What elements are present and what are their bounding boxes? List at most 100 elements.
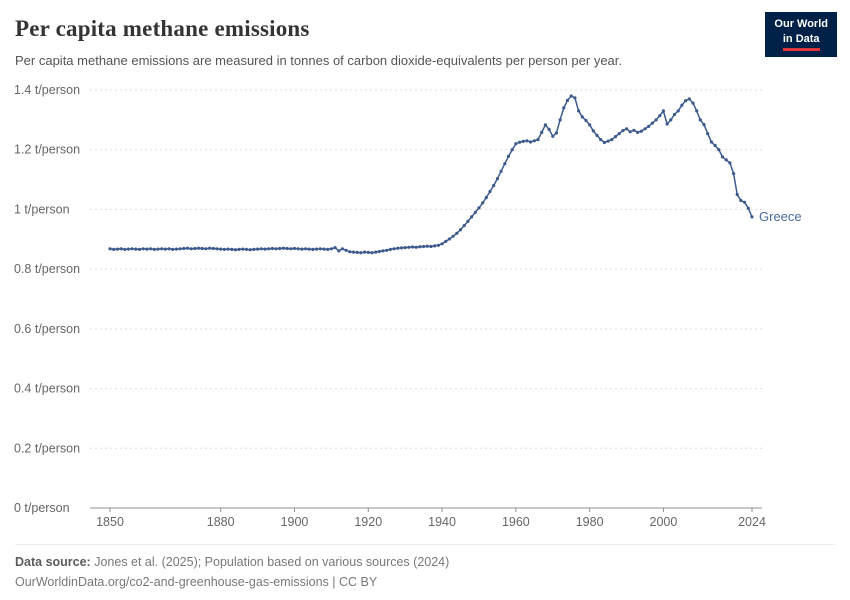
data-point bbox=[152, 247, 156, 251]
data-point bbox=[315, 247, 319, 251]
data-point bbox=[691, 101, 695, 105]
data-point bbox=[208, 246, 212, 250]
data-point bbox=[628, 130, 632, 134]
data-point bbox=[119, 247, 123, 251]
data-point bbox=[702, 123, 706, 127]
data-point bbox=[381, 249, 385, 253]
data-point bbox=[278, 246, 282, 251]
data-point bbox=[396, 246, 400, 250]
data-point bbox=[300, 247, 304, 251]
data-point bbox=[322, 247, 326, 251]
data-point bbox=[226, 247, 230, 251]
data-point bbox=[451, 234, 455, 238]
x-tick-label: 1920 bbox=[354, 515, 382, 529]
data-point bbox=[270, 246, 274, 251]
data-source-text: Jones et al. (2025); Population based on… bbox=[90, 555, 450, 570]
y-tick-label: 0 t/person bbox=[14, 501, 70, 515]
data-point bbox=[484, 195, 488, 200]
data-point bbox=[351, 250, 356, 254]
data-source-label: Data source: bbox=[15, 555, 91, 570]
data-point bbox=[551, 134, 555, 138]
data-point bbox=[510, 148, 514, 152]
data-point bbox=[134, 247, 138, 251]
page-title: Per capita methane emissions bbox=[15, 16, 310, 41]
data-point bbox=[477, 206, 481, 210]
data-point bbox=[602, 140, 607, 145]
data-point bbox=[411, 245, 415, 249]
data-point bbox=[554, 131, 559, 135]
data-point bbox=[433, 244, 437, 248]
data-point bbox=[425, 244, 429, 248]
data-point bbox=[259, 247, 263, 251]
data-point bbox=[414, 245, 418, 249]
data-point bbox=[492, 183, 496, 188]
data-point bbox=[160, 247, 164, 251]
data-point bbox=[215, 247, 219, 251]
data-point bbox=[267, 247, 271, 251]
data-point bbox=[676, 109, 680, 113]
data-point bbox=[495, 177, 499, 181]
data-point bbox=[429, 244, 433, 249]
data-point bbox=[540, 130, 544, 134]
data-point bbox=[447, 237, 451, 241]
entity-label-greece[interactable]: Greece bbox=[759, 209, 802, 224]
x-tick-label: 1960 bbox=[502, 515, 530, 529]
chart-footer: Data source: Jones et al. (2025); Popula… bbox=[15, 544, 835, 592]
data-point bbox=[562, 106, 566, 110]
data-point bbox=[529, 140, 533, 144]
data-point bbox=[569, 94, 573, 98]
data-point bbox=[204, 247, 208, 251]
data-point bbox=[163, 247, 167, 251]
data-point bbox=[211, 246, 215, 251]
data-point bbox=[661, 109, 666, 113]
data-point bbox=[735, 192, 739, 197]
data-point bbox=[455, 231, 459, 235]
data-point bbox=[130, 247, 134, 251]
data-point bbox=[672, 112, 677, 117]
data-point bbox=[743, 200, 747, 204]
data-point bbox=[167, 247, 171, 251]
data-point bbox=[621, 129, 625, 133]
data-point bbox=[595, 133, 599, 137]
data-point bbox=[256, 247, 260, 251]
data-point bbox=[399, 246, 404, 250]
data-point bbox=[687, 97, 691, 101]
data-point bbox=[680, 103, 684, 107]
data-point bbox=[274, 247, 278, 251]
data-point bbox=[126, 247, 130, 251]
data-point bbox=[230, 247, 234, 251]
line-chart[interactable]: 0 t/person 0.2 t/person 0.4 t/person 0.6 t/… bbox=[0, 78, 850, 540]
y-tick-label: 1.2 t/person bbox=[14, 143, 80, 157]
data-point bbox=[584, 118, 588, 123]
x-tick-label: 2024 bbox=[738, 515, 766, 529]
data-point bbox=[613, 135, 618, 139]
data-point bbox=[698, 118, 702, 122]
data-point bbox=[388, 247, 392, 251]
data-point bbox=[669, 118, 673, 122]
x-tick-label: 1980 bbox=[576, 515, 604, 529]
data-point bbox=[717, 148, 721, 152]
data-point bbox=[377, 249, 381, 254]
data-point bbox=[189, 247, 193, 251]
data-point bbox=[558, 118, 562, 122]
data-point bbox=[418, 245, 422, 249]
data-point bbox=[340, 247, 344, 251]
data-point bbox=[200, 246, 204, 251]
owid-citation-link[interactable]: OurWorldinData.org/co2-and-greenhouse-ga… bbox=[15, 574, 378, 589]
x-tick-label: 1880 bbox=[207, 515, 235, 529]
data-point bbox=[466, 219, 470, 223]
data-point bbox=[521, 139, 525, 143]
data-point bbox=[532, 139, 536, 143]
data-point bbox=[547, 127, 551, 131]
owid-logo-line2: in Data bbox=[782, 32, 820, 51]
data-point bbox=[292, 246, 297, 251]
owid-logo[interactable]: Our World in Data bbox=[765, 12, 837, 57]
data-point bbox=[720, 155, 725, 159]
data-point bbox=[355, 250, 359, 254]
data-point bbox=[684, 99, 688, 103]
data-point bbox=[636, 130, 640, 134]
data-point bbox=[746, 206, 750, 210]
data-point bbox=[565, 98, 570, 102]
data-point bbox=[462, 224, 466, 228]
